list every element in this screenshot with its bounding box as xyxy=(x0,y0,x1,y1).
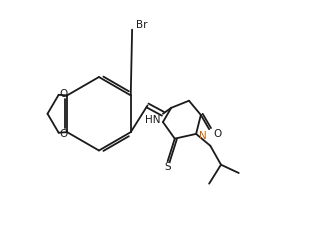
Text: N: N xyxy=(199,131,206,141)
Text: Br: Br xyxy=(136,20,147,30)
Text: O: O xyxy=(59,129,68,139)
Text: HN: HN xyxy=(144,115,160,125)
Text: S: S xyxy=(164,162,171,172)
Text: O: O xyxy=(213,129,222,139)
Text: O: O xyxy=(59,89,68,99)
